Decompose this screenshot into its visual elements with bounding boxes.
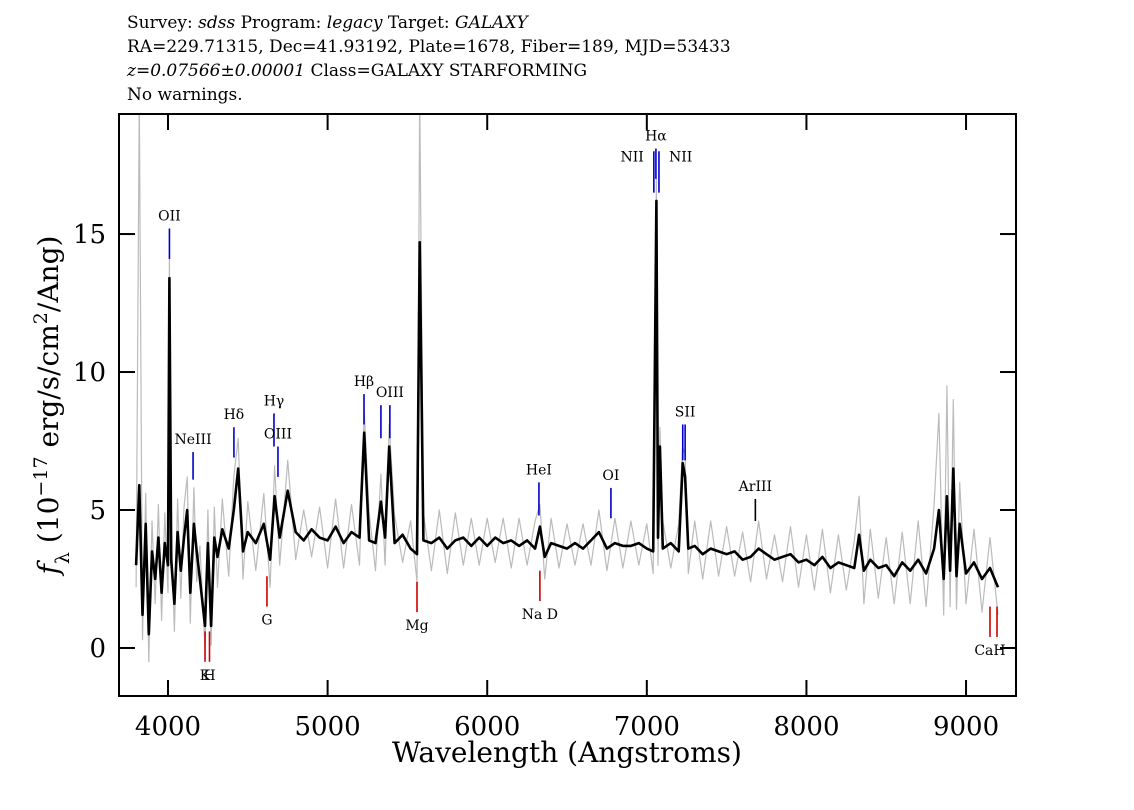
plot-frame [118, 113, 1017, 697]
header-line: z=0.07566±0.00001 Class=GALAXY STARFORMI… [126, 61, 587, 81]
header-segment: sdss [198, 13, 235, 33]
header-segment: legacy [327, 13, 383, 33]
line-label: HeI [526, 462, 552, 478]
spectrum-line [135, 114, 999, 663]
header: Survey: sdss Program: legacy Target: GAL… [126, 13, 731, 105]
line-label: H [203, 668, 215, 684]
x-tick-label: 5000 [295, 712, 361, 742]
line-label: Hβ [354, 374, 374, 390]
line-label: CaH [974, 643, 1005, 659]
line-label: OIII [376, 385, 404, 401]
line-label: Na D [522, 607, 558, 623]
header-line: Survey: sdss Program: legacy Target: GAL… [127, 13, 530, 33]
header-line: RA=229.71315, Dec=41.93192, Plate=1678, … [127, 37, 731, 57]
y-tick-label: 10 [73, 358, 106, 388]
y-title-segment: λ [52, 552, 74, 564]
x-tick-label: 4000 [135, 712, 201, 742]
x-tick-label: 7000 [614, 712, 680, 742]
x-tick-label: 8000 [773, 712, 839, 742]
axes: 4000 5000 6000 7000 8000 9000 0 5 10 15 OII NeIII Hδ… [73, 114, 1016, 742]
line-label: K [200, 668, 211, 684]
x-tick-label: 6000 [454, 712, 520, 742]
y-title-segment: erg/s/cm [32, 324, 65, 456]
y-title-segment: (10 [32, 497, 65, 552]
line-label: NeIII [174, 432, 211, 448]
header-segment: No warnings. [127, 85, 243, 105]
plot-area [134, 114, 1000, 663]
header-segment: GALAXY [455, 13, 530, 33]
header-segment: Survey: [127, 13, 198, 33]
header-segment: Class=GALAXY STARFORMING [305, 61, 587, 81]
line-label: SII [675, 404, 696, 420]
line-label: NII [669, 149, 692, 165]
y-title-segment: 2 [30, 312, 52, 324]
header-segment: Program: [235, 13, 327, 33]
line-label: G [261, 613, 272, 629]
line-label: OII [158, 209, 181, 225]
spectrum-line [134, 199, 1000, 636]
y-tick-label: 5 [89, 496, 106, 526]
header-segment: Target: [382, 13, 455, 33]
line-label: Hα [645, 128, 667, 144]
line-label: OIII [264, 427, 292, 443]
line-label: NII [621, 149, 644, 165]
header-line: No warnings. [127, 85, 243, 105]
header-segment: z=0.07566±0.00001 [126, 61, 305, 81]
line-label: Mg [405, 618, 428, 634]
line-label: Hδ [224, 407, 245, 423]
line-label: OI [602, 468, 619, 484]
x-axis-title: Wavelength (Angstroms) [392, 736, 742, 769]
x-tick-label: 9000 [933, 712, 999, 742]
y-title-segment: /Ang) [32, 236, 65, 313]
line-label: Hγ [264, 393, 285, 409]
y-tick-label: 15 [73, 220, 106, 250]
header-segment: RA=229.71315, Dec=41.93192, Plate=1678, … [127, 37, 731, 57]
line-label: ArIII [738, 479, 772, 495]
y-tick-label: 0 [89, 634, 106, 664]
y-axis-title: fλ (10−17 erg/s/cm2/Ang) [30, 236, 74, 577]
y-title-segment: −17 [30, 456, 52, 496]
